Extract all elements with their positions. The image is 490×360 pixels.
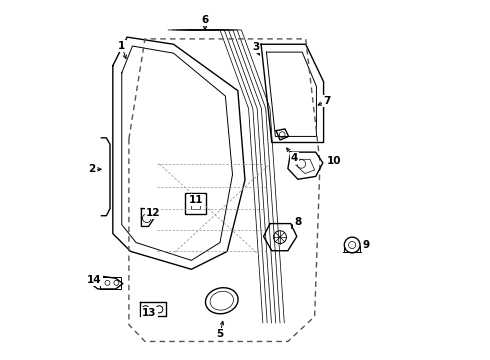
- FancyBboxPatch shape: [191, 199, 200, 208]
- Text: 1: 1: [118, 41, 125, 51]
- FancyBboxPatch shape: [185, 193, 206, 214]
- Circle shape: [273, 231, 287, 244]
- Text: 7: 7: [323, 96, 331, 106]
- Circle shape: [114, 280, 119, 285]
- Text: 13: 13: [142, 308, 156, 318]
- Text: 5: 5: [217, 329, 223, 339]
- FancyBboxPatch shape: [100, 277, 121, 289]
- Circle shape: [156, 306, 163, 313]
- Circle shape: [344, 237, 360, 253]
- Ellipse shape: [210, 291, 233, 310]
- Circle shape: [279, 132, 285, 138]
- Circle shape: [297, 159, 306, 168]
- Text: 8: 8: [294, 217, 301, 227]
- Text: 3: 3: [252, 42, 259, 52]
- Text: 9: 9: [363, 240, 370, 250]
- Circle shape: [348, 242, 356, 249]
- Text: 11: 11: [189, 195, 203, 204]
- Text: 14: 14: [87, 275, 101, 285]
- Text: 12: 12: [146, 208, 160, 218]
- Circle shape: [142, 306, 149, 313]
- Text: 4: 4: [291, 153, 298, 163]
- Text: 10: 10: [326, 157, 341, 166]
- Text: 2: 2: [89, 164, 96, 174]
- Circle shape: [105, 280, 110, 285]
- Ellipse shape: [205, 288, 238, 314]
- Text: 6: 6: [201, 15, 209, 25]
- Circle shape: [143, 214, 151, 222]
